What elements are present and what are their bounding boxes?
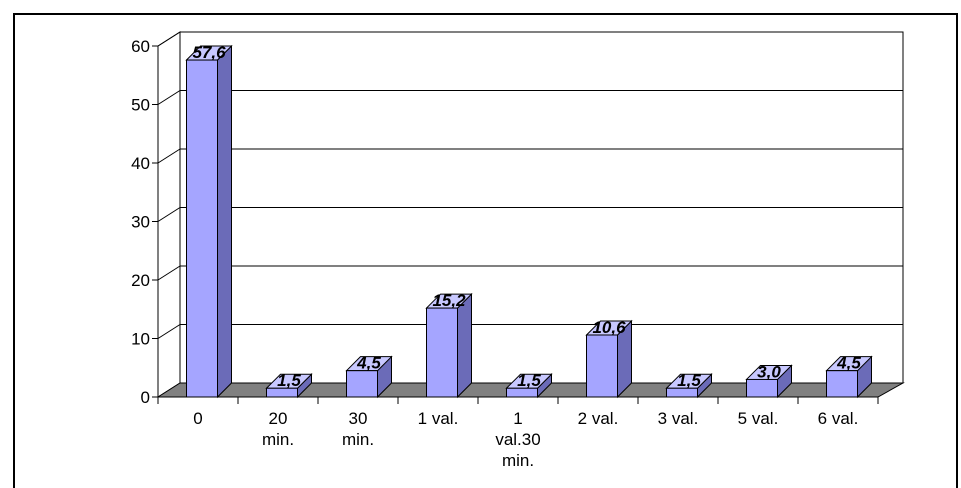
y-tick-label: 20 [131,271,150,290]
x-tick-label: 2 val. [578,409,619,428]
data-label: 10,6 [592,318,626,337]
bar-side [217,44,232,399]
bar-front [586,334,618,398]
data-label: 1,5 [677,371,701,390]
bar [185,44,233,399]
bar-front [826,370,858,398]
y-tick-label: 10 [131,330,150,349]
bar-front [746,378,778,398]
bar-front [426,307,458,398]
data-label: 1,5 [277,371,301,390]
y-tick-label: 0 [141,388,150,407]
y-axis: 0 10 20 30 40 50 60 [131,37,159,407]
data-label: 3,0 [757,362,781,381]
data-label: 1,5 [517,371,541,390]
x-tick-label: 1 val.30 min. [495,409,540,470]
bars [185,44,873,399]
y-tick-label: 60 [131,37,150,56]
x-tick-label: 6 val. [818,409,859,428]
bar [745,364,793,399]
bar-front [346,370,378,398]
bar [665,373,713,399]
gridlines [157,31,903,339]
bar [265,373,313,399]
gridline-side [157,31,181,47]
data-label: 15,2 [432,291,466,310]
data-label: 4,5 [356,354,381,373]
x-tick-label: 5 val. [738,409,779,428]
data-label: 4,5 [836,354,861,373]
gridline-side [157,265,181,281]
x-tick-label: 0 [193,409,202,428]
bar-front [186,59,218,398]
bar [825,355,873,399]
y-tick-label: 30 [131,213,150,232]
gridline-side [157,207,181,222]
x-tick-label: 20 min. [262,409,294,449]
bar [345,355,393,399]
chart-walls [156,31,905,398]
x-axis: 0 20 min. 30 min. 1 val. 1 val.30 min. 2 val. 3 va… [157,396,879,470]
x-tick-label: 1 val. [418,409,459,428]
gridline-side [157,324,181,339]
y-tick-label: 50 [131,96,150,115]
y-tick-label: 40 [131,154,150,173]
data-labels: 57,6 1,5 4,5 15,2 1,5 10,6 1,5 3,0 4,5 [192,43,861,390]
data-label: 57,6 [192,43,226,62]
gridline-side [157,90,181,105]
bar [585,319,633,399]
bar [505,373,553,399]
bar [425,292,473,399]
x-tick-label: 30 min. [342,409,374,449]
x-tick-label: 3 val. [658,409,699,428]
gridline-side [157,148,181,164]
